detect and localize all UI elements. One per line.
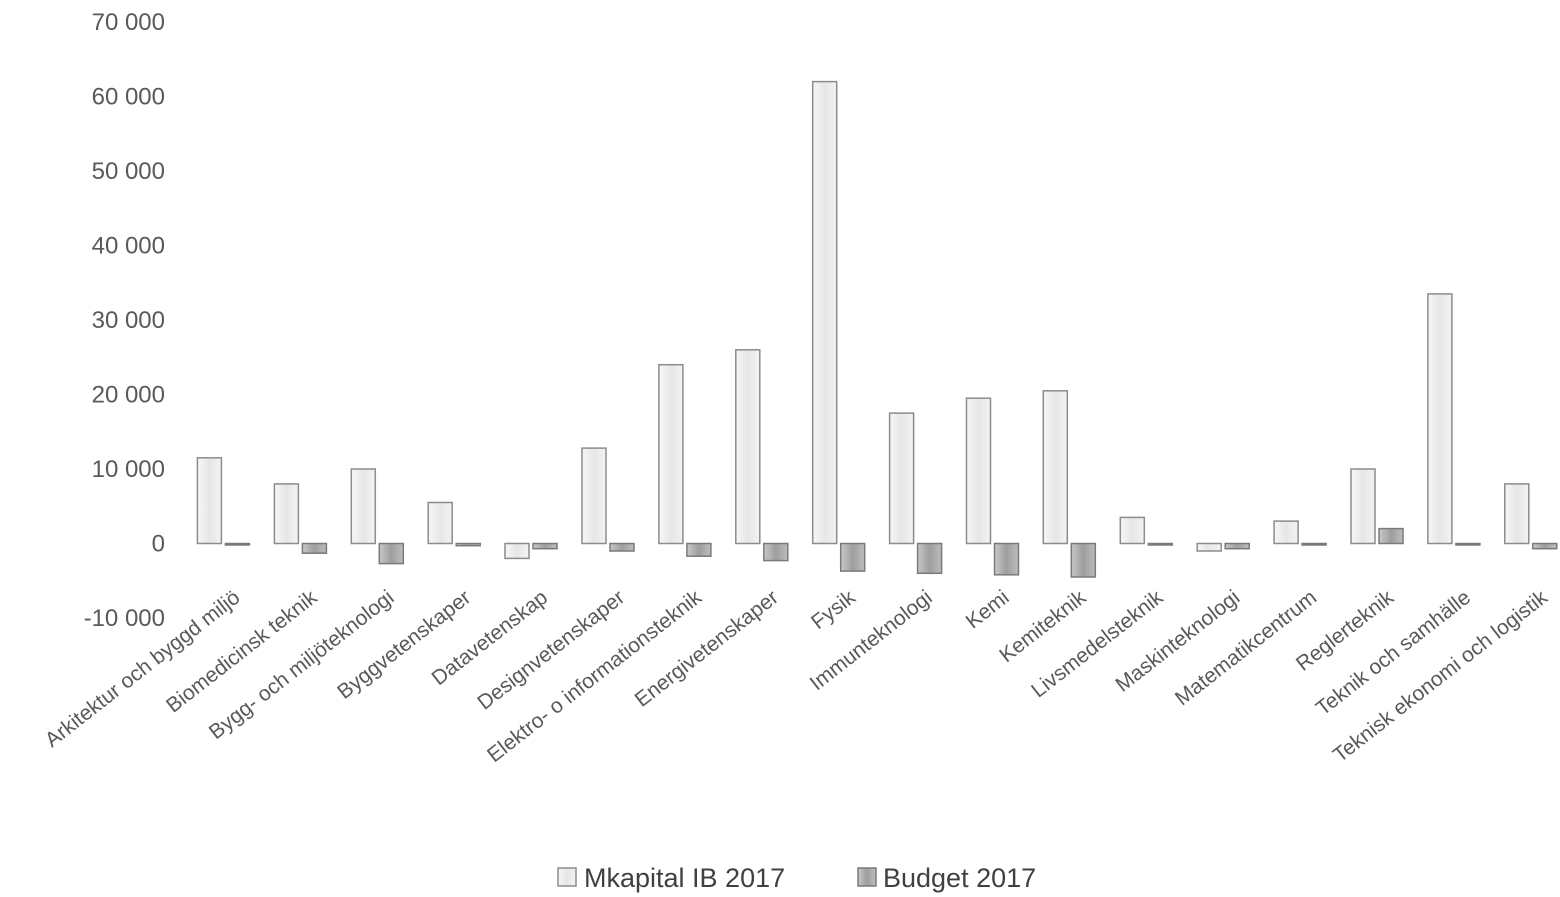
x-tick-label: Livsmedelsteknik (1027, 586, 1168, 703)
bar-budget[interactable] (839, 542, 866, 572)
x-tick-label: Fysik (807, 586, 860, 635)
x-tick-label: Energivetenskaper (631, 586, 783, 712)
bar-budget[interactable] (1301, 542, 1327, 546)
bar-budget[interactable] (455, 542, 481, 547)
y-tick-label: 40 000 (92, 233, 165, 260)
bar-mkapital[interactable] (811, 80, 838, 545)
legend-swatch-budget (857, 867, 877, 887)
y-axis: -10 000 0 10 000 20 000 30 000 40 000 50 000 60… (84, 9, 165, 632)
bar-mkapital[interactable] (1504, 483, 1530, 545)
bar-budget[interactable] (1224, 542, 1250, 550)
bar-budget[interactable] (686, 542, 712, 557)
bar-mkapital[interactable] (965, 397, 992, 545)
y-tick-label: -10 000 (84, 605, 165, 632)
y-tick-label: 0 (152, 531, 165, 558)
legend-label-mkapital: Mkapital IB 2017 (584, 863, 785, 893)
bars-group (196, 80, 1558, 578)
bar-budget[interactable] (1532, 542, 1558, 550)
bar-mkapital[interactable] (427, 501, 453, 545)
bar-budget[interactable] (916, 542, 943, 575)
bar-mkapital[interactable] (504, 542, 530, 560)
legend-swatch-mkapital (557, 867, 577, 887)
y-tick-label: 50 000 (92, 158, 165, 185)
bar-mkapital[interactable] (1196, 542, 1222, 552)
bar-budget[interactable] (301, 542, 328, 554)
x-tick-label: Kemi (962, 586, 1014, 634)
bar-mkapital[interactable] (1119, 516, 1146, 545)
bar-budget[interactable] (532, 542, 558, 550)
bar-mkapital[interactable] (1042, 390, 1069, 545)
bar-budget[interactable] (1147, 542, 1174, 546)
y-tick-label: 30 000 (92, 307, 165, 334)
bar-budget[interactable] (378, 542, 405, 565)
bar-mkapital[interactable] (196, 457, 223, 545)
bar-budget[interactable] (1070, 542, 1097, 578)
bar-mkapital[interactable] (273, 483, 300, 545)
legend-item-mkapital[interactable]: Mkapital IB 2017 (557, 863, 785, 893)
bar-mkapital[interactable] (658, 363, 684, 545)
bar-mkapital[interactable] (735, 349, 761, 545)
bar-mkapital[interactable] (1273, 520, 1299, 545)
x-tick-label: Byggvetenskaper (333, 586, 475, 704)
y-tick-label: 60 000 (92, 84, 165, 111)
bar-mkapital[interactable] (1350, 468, 1376, 545)
bar-mkapital[interactable] (581, 447, 607, 545)
bar-budget[interactable] (1378, 527, 1404, 545)
legend: Mkapital IB 2017 Budget 2017 (557, 863, 1036, 893)
bar-budget[interactable] (224, 542, 251, 546)
bar-budget[interactable] (993, 542, 1020, 576)
bar-budget[interactable] (763, 542, 789, 562)
bar-mkapital[interactable] (888, 412, 915, 545)
bar-mkapital[interactable] (1427, 293, 1453, 545)
bar-budget[interactable] (1455, 542, 1481, 546)
y-tick-label: 20 000 (92, 382, 165, 409)
y-tick-label: 70 000 (92, 9, 165, 36)
bar-mkapital[interactable] (350, 468, 377, 545)
legend-label-budget: Budget 2017 (883, 863, 1036, 893)
bar-budget[interactable] (609, 542, 635, 552)
x-tick-label: Matematikcentrum (1171, 586, 1321, 710)
legend-item-budget[interactable]: Budget 2017 (857, 863, 1036, 893)
y-tick-label: 10 000 (92, 456, 165, 483)
